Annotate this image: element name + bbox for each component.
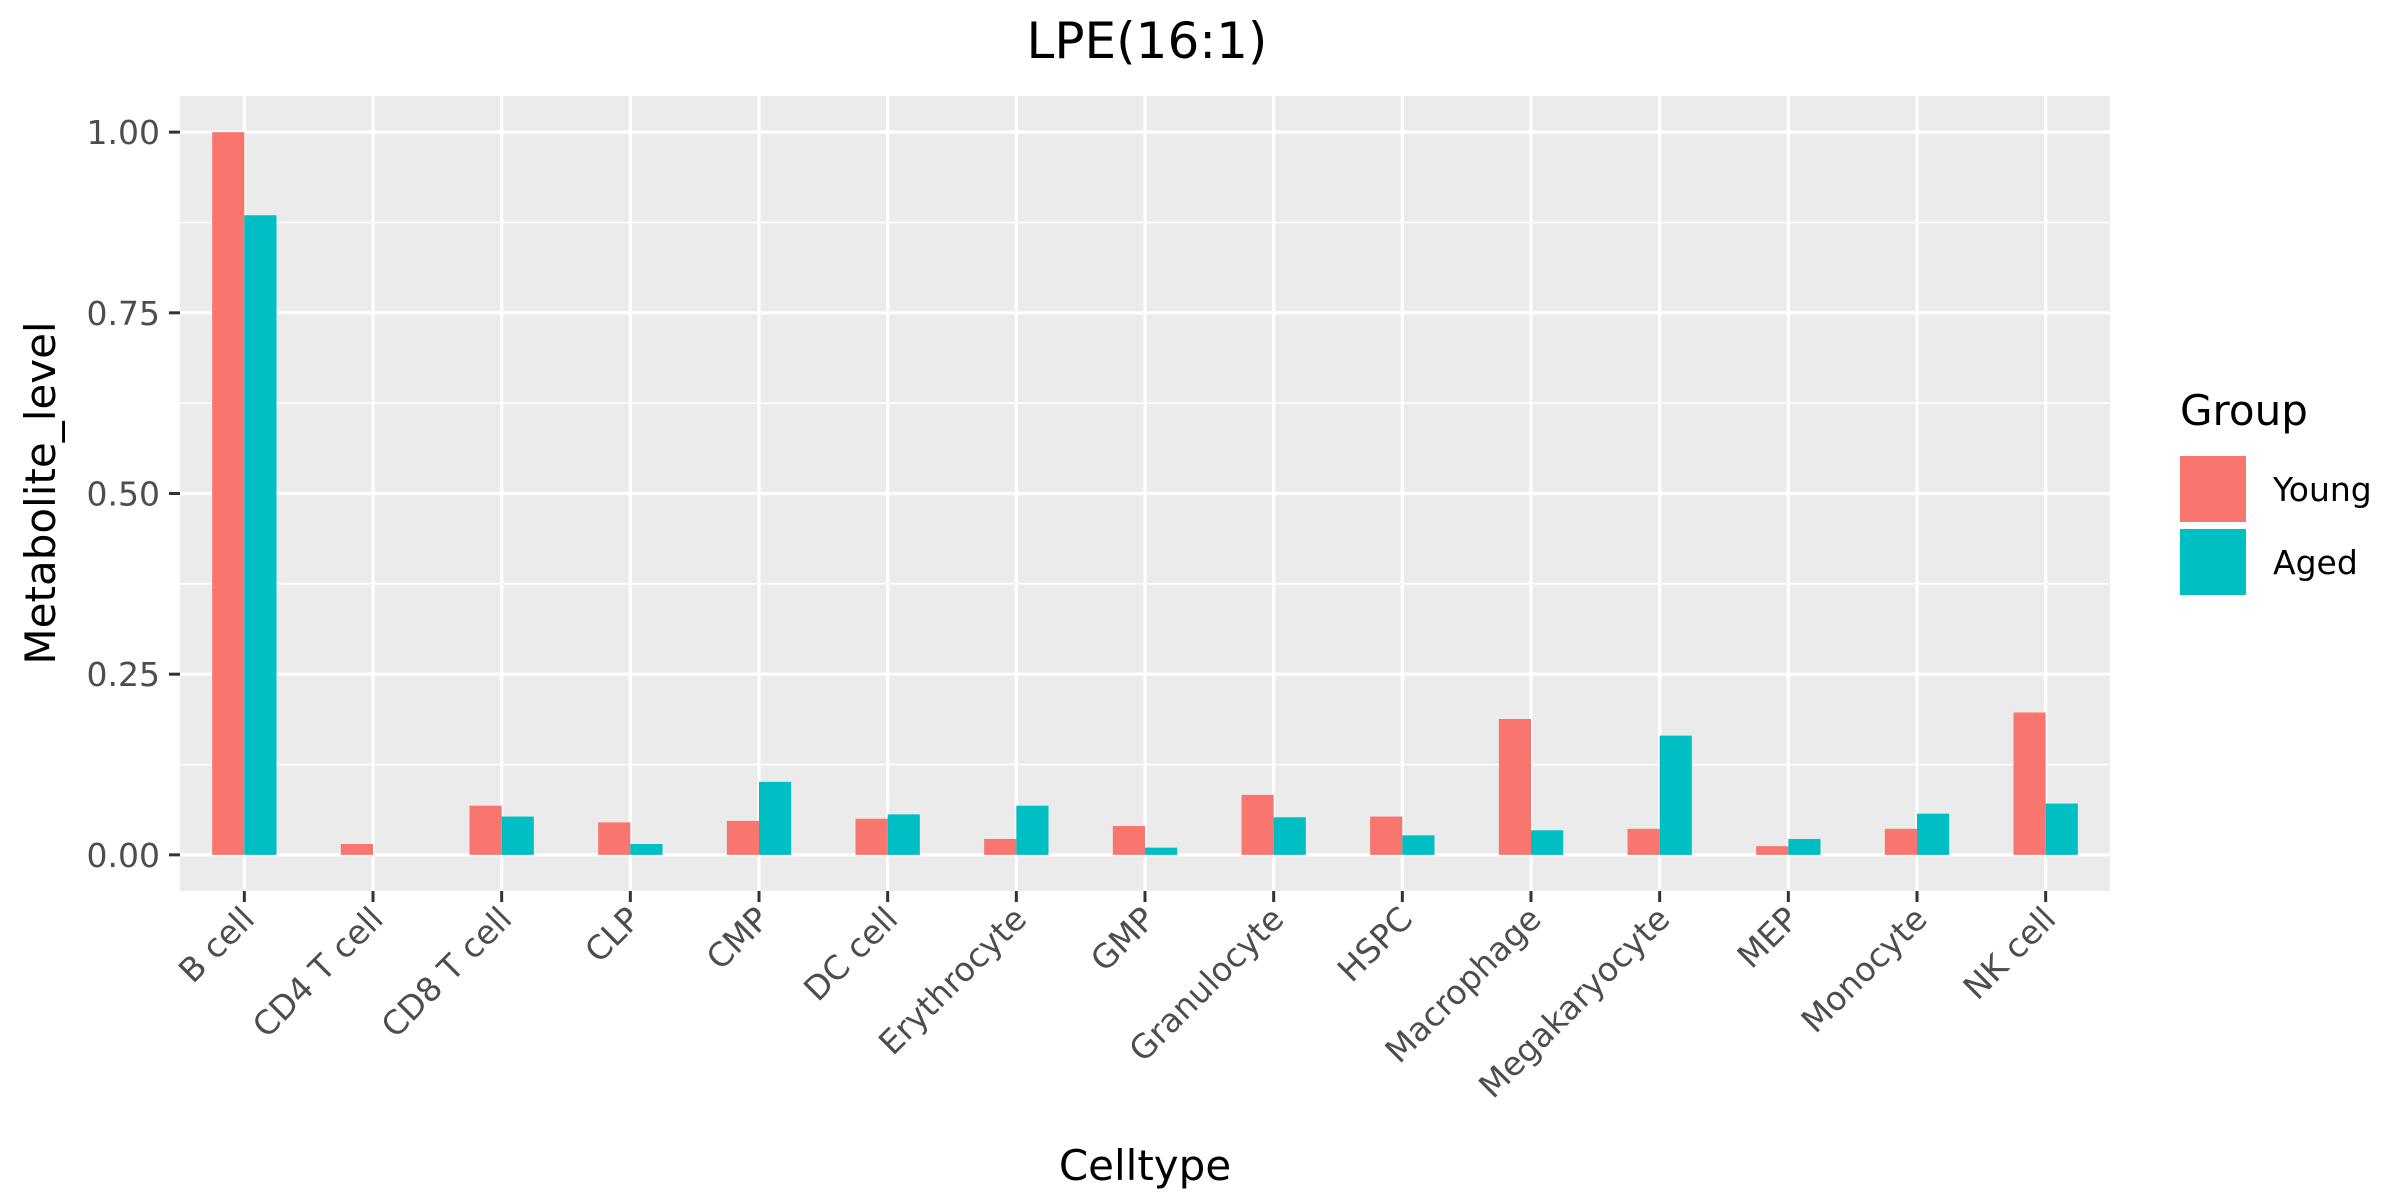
x-tick-label: GMP	[1083, 899, 1163, 979]
y-axis: 0.00 0.25 0.50 0.75 1.00	[87, 113, 180, 875]
bar-young	[1241, 794, 1274, 855]
bar-aged	[1531, 830, 1564, 855]
bar-aged	[1145, 847, 1178, 855]
bar-young	[1756, 846, 1789, 855]
x-tick-label: B cell	[171, 899, 262, 990]
bar-young	[1370, 816, 1403, 855]
bar-young	[1884, 828, 1917, 855]
x-tick-label: CD4 T cell	[245, 899, 391, 1045]
legend-title: Group	[2180, 386, 2308, 435]
bar-aged	[244, 215, 277, 855]
bar-aged	[501, 816, 534, 855]
x-tick-label: Monocyte	[1793, 899, 1934, 1040]
bar-aged	[1917, 813, 1950, 855]
bar-young	[726, 820, 759, 855]
bar-young	[1627, 828, 1660, 855]
legend-key-young	[2180, 456, 2246, 522]
bar-young	[598, 822, 631, 855]
bar-young	[1498, 718, 1531, 855]
x-tick-label: HSPC	[1330, 899, 1420, 989]
bar-aged	[2045, 803, 2078, 855]
bar-aged	[759, 781, 792, 855]
legend-label-aged: Aged	[2273, 543, 2358, 582]
legend: Group Young Aged	[2180, 386, 2372, 595]
x-tick-label: DC cell	[796, 899, 905, 1008]
bar-young	[2013, 712, 2046, 855]
x-tick-label: MEP	[1729, 899, 1806, 976]
x-tick-label: CD8 T cell	[373, 899, 519, 1045]
bar-young	[855, 818, 888, 855]
bar-aged	[1273, 817, 1306, 855]
legend-label-young: Young	[2272, 470, 2372, 509]
bar-aged	[1402, 835, 1435, 855]
y-tick-label: 0.25	[87, 655, 160, 694]
bar-aged	[630, 844, 663, 855]
bar-aged	[887, 814, 920, 855]
x-tick-label: CLP	[577, 899, 648, 970]
y-tick-label: 1.00	[87, 113, 160, 152]
x-tick-label: NK cell	[1955, 899, 2063, 1007]
y-tick-label: 0.50	[87, 475, 160, 514]
y-tick-label: 0.00	[87, 836, 160, 875]
bar-young	[340, 844, 373, 855]
bar-aged	[1788, 838, 1821, 855]
bar-young	[212, 132, 245, 855]
bar-aged	[1016, 805, 1049, 855]
bar-young	[469, 805, 502, 855]
bar-young	[1112, 825, 1145, 855]
legend-key-aged	[2180, 529, 2246, 595]
x-axis-title: Celltype	[1059, 1141, 1231, 1190]
y-axis-title: Metabolite_level	[16, 321, 65, 664]
bars	[212, 132, 2078, 855]
bar-young	[984, 838, 1017, 855]
chart-title: LPE(16:1)	[1027, 12, 1268, 70]
y-tick-label: 0.75	[87, 294, 160, 333]
x-tick-label: CMP	[699, 899, 777, 977]
bar-aged	[1659, 735, 1692, 855]
